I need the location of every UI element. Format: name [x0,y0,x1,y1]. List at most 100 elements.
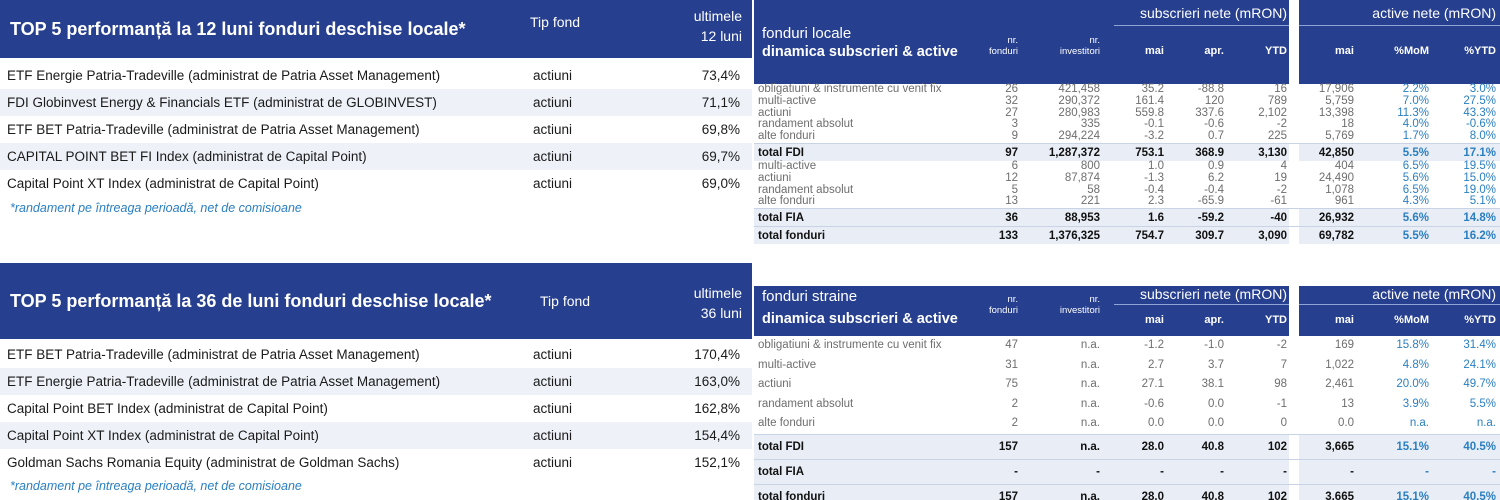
cell-ytd-pct: 24.1% [1463,358,1496,371]
table-total-row: total FDI 97 1,287,372 753.1 368.9 3,130 42,85… [754,142,1500,161]
fund-type: actiuni [533,374,573,389]
fund-return: 73,4% [701,68,740,83]
cell-investors: n.a. [1080,490,1100,500]
cell-funds: 133 [998,230,1018,243]
cell-mom: 15.1% [1396,440,1429,453]
cell-may: 559.8 [1135,106,1164,119]
cell-ytd: 4 [1280,159,1287,172]
cell-label: multi-active [758,159,817,172]
local-col-investors: nr. investitori [1059,35,1100,57]
foreign-funds-header: fonduri straine dinamica subscrieri & ac… [754,286,1500,336]
cell-mom: n.a. [1409,417,1429,429]
cell-label: randament absolut [758,183,854,196]
cell-label: multi-active [758,94,817,107]
cell-ytd-pct: 17.1% [1463,146,1496,159]
table-row: ETF Energie Patria-Tradeville (administr… [0,62,752,89]
table-row: actiuni 75 n.a. 27.1 38.1 98 2,461 20.0% 49.7% [754,375,1500,395]
cell-assets: 5,769 [1325,130,1354,143]
cell-funds: 26 [1005,83,1018,95]
foreign-col-apr: apr. [1204,314,1224,326]
cell-funds: 9 [1011,130,1018,143]
cell-may: 35.2 [1141,83,1164,95]
cell-ytd-pct: 5.5% [1469,397,1496,410]
cell-investors: 335 [1080,118,1100,131]
cell-mom: 4.3% [1402,195,1429,208]
fund-name: ETF Energie Patria-Tradeville (administr… [7,68,441,83]
cell-ytd-pct: 40.5% [1463,440,1496,453]
cell-may: -0.6 [1144,397,1164,410]
fund-type: actiuni [533,401,573,416]
cell-may: 753.1 [1135,146,1164,159]
table-total-row: total fonduri 133 1,376,325 754.7 309.7 3,090… [754,226,1500,245]
table-row: actiuni 27 280,983 559.8 337.6 2,102 13,398 11.… [754,106,1500,120]
cell-apr: 0.0 [1208,397,1224,410]
fund-return: 152,1% [694,455,740,470]
cell-ytd-pct: 3.0% [1469,83,1496,95]
cell-may: 161.4 [1135,94,1164,107]
fund-return: 71,1% [701,95,740,110]
table-row: FDI Globinvest Energy & Financials ETF (… [0,89,752,116]
cell-ytd: 2,102 [1258,106,1287,119]
cell-label: alte fonduri [758,195,815,208]
table-total-row: total FDI 157 n.a. 28.0 40.8 102 3,665 15.1% 40.… [754,433,1500,459]
cell-ytd: -61 [1270,195,1287,208]
cell-may: 1.6 [1148,212,1164,225]
cell-label: total FIA [758,465,804,478]
top5-36m-period-header: ultimele 36 luni [652,283,742,323]
table-row: randament absolut 5 58 -0.4 -0.4 -2 1,078 6.5% 1… [754,183,1500,197]
cell-ytd-pct: 27.5% [1463,94,1496,107]
cell-mom: 6.5% [1402,159,1429,172]
cell-assets: 404 [1334,159,1354,172]
fund-name: ETF BET Patria-Tradeville (administrat d… [7,347,420,362]
cell-ytd-pct: 43.3% [1463,106,1496,119]
fund-type: actiuni [533,149,573,164]
local-col-apr: apr. [1204,45,1224,57]
table-row: randament absolut 2 n.a. -0.6 0.0 -1 13 3.9% 5.5… [754,394,1500,414]
cell-mom: - [1425,465,1429,478]
top5-12m-header: TOP 5 performanță la 12 luni fonduri des… [0,0,752,58]
cell-ytd: 7 [1280,358,1287,371]
cell-mom: 20.0% [1396,378,1429,390]
cell-assets: 3,665 [1325,490,1354,500]
cell-ytd: 789 [1267,94,1287,107]
cell-funds: 75 [1005,378,1018,390]
foreign-col-assets-may: mai [1335,314,1354,326]
top5-12m-panel: TOP 5 performanță la 12 luni fonduri des… [0,0,752,219]
cell-apr: -0.6 [1204,118,1224,131]
cell-ytd: 19 [1274,171,1287,184]
cell-label: alte fonduri [758,130,815,143]
local-subscriptions-group-header: subscrieri nete (mRON) [1139,5,1287,21]
cell-label: obligatiuni & instrumente cu venit fix [758,339,942,351]
cell-apr: 0.0 [1208,417,1224,429]
local-col-ytd: YTD [1265,45,1287,57]
cell-ytd-pct: 16.2% [1463,230,1496,243]
local-col-mom: %MoM [1394,45,1429,57]
top5-12m-period-header: ultimele 12 luni [652,6,742,46]
cell-mom: 4.8% [1402,358,1429,371]
cell-funds: 6 [1011,159,1018,172]
fund-type: actiuni [533,347,573,362]
cell-apr: -59.2 [1197,212,1224,225]
cell-assets: 24,490 [1318,171,1354,184]
cell-apr: 38.1 [1201,378,1224,390]
local-funds-subtitle: dinamica subscrieri & active [762,44,958,60]
cell-ytd-pct: 8.0% [1469,130,1496,143]
fund-name: Capital Point XT Index (administrat de C… [7,176,319,191]
cell-investors: n.a. [1080,397,1100,410]
table-row: alte fonduri 9 294,224 -3.2 0.7 225 5,769 1.7% 8… [754,130,1500,143]
top5-12m-rows: ETF Energie Patria-Tradeville (administr… [0,62,752,197]
fund-name: FDI Globinvest Energy & Financials ETF (… [7,95,437,110]
cell-mom: 5.6% [1402,212,1429,225]
fund-return: 69,0% [701,176,740,191]
cell-ytd: 3,130 [1258,146,1287,159]
cell-label: alte fonduri [758,417,815,429]
fund-return: 170,4% [694,347,740,362]
table-total-row: total fonduri 157 n.a. 28.0 40.8 102 3,665 15.1… [754,483,1500,500]
cell-assets: 5,759 [1325,94,1354,107]
cell-ytd: -2 [1276,118,1287,131]
cell-funds: 27 [1005,106,1018,119]
cell-mom: 3.9% [1402,397,1429,410]
cell-ytd: 102 [1267,440,1287,453]
period-header-line1: ultimele [693,8,742,24]
cell-label: obligatiuni & instrumente cu venit fix [758,83,942,95]
